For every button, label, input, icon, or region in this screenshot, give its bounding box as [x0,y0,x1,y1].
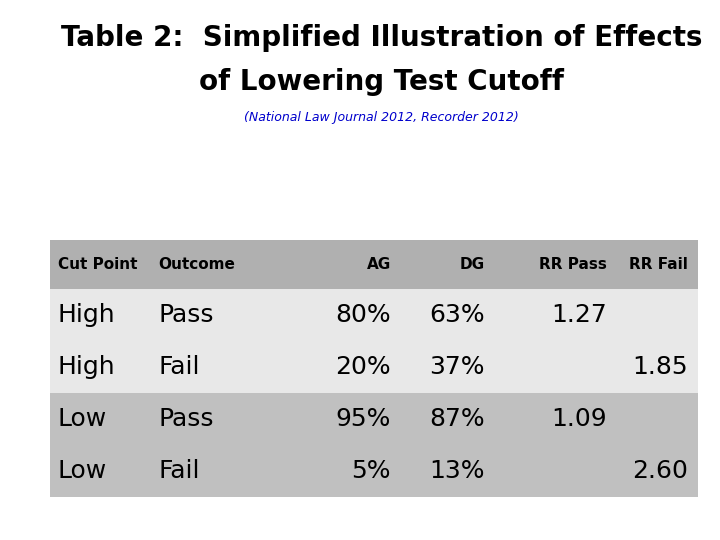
Text: Fail: Fail [158,355,200,379]
Text: RR Fail: RR Fail [629,257,688,272]
Text: Pass: Pass [158,407,214,431]
Text: 80%: 80% [336,303,391,327]
Text: 5%: 5% [351,459,391,483]
Text: AG: AG [366,257,391,272]
Text: 1.85: 1.85 [632,355,688,379]
Text: 95%: 95% [336,407,391,431]
Text: 37%: 37% [429,355,485,379]
Text: 1.27: 1.27 [552,303,607,327]
Text: 20%: 20% [336,355,391,379]
Text: (National Law Journal 2012, Recorder 2012): (National Law Journal 2012, Recorder 201… [244,111,519,124]
Text: Low: Low [58,459,107,483]
Text: 87%: 87% [429,407,485,431]
Text: Fail: Fail [158,459,200,483]
Text: Low: Low [58,407,107,431]
Text: 13%: 13% [429,459,485,483]
Text: of Lowering Test Cutoff: of Lowering Test Cutoff [199,68,564,96]
Text: 1.09: 1.09 [552,407,607,431]
Text: High: High [58,303,115,327]
Text: Table 2:  Simplified Illustration of Effects: Table 2: Simplified Illustration of Effe… [61,24,702,52]
Text: RR Pass: RR Pass [539,257,607,272]
Text: 63%: 63% [429,303,485,327]
Text: High: High [58,355,115,379]
Text: Pass: Pass [158,303,214,327]
Text: DG: DG [459,257,485,272]
Text: Cut Point: Cut Point [58,257,137,272]
Text: Outcome: Outcome [158,257,235,272]
Text: 2.60: 2.60 [631,459,688,483]
